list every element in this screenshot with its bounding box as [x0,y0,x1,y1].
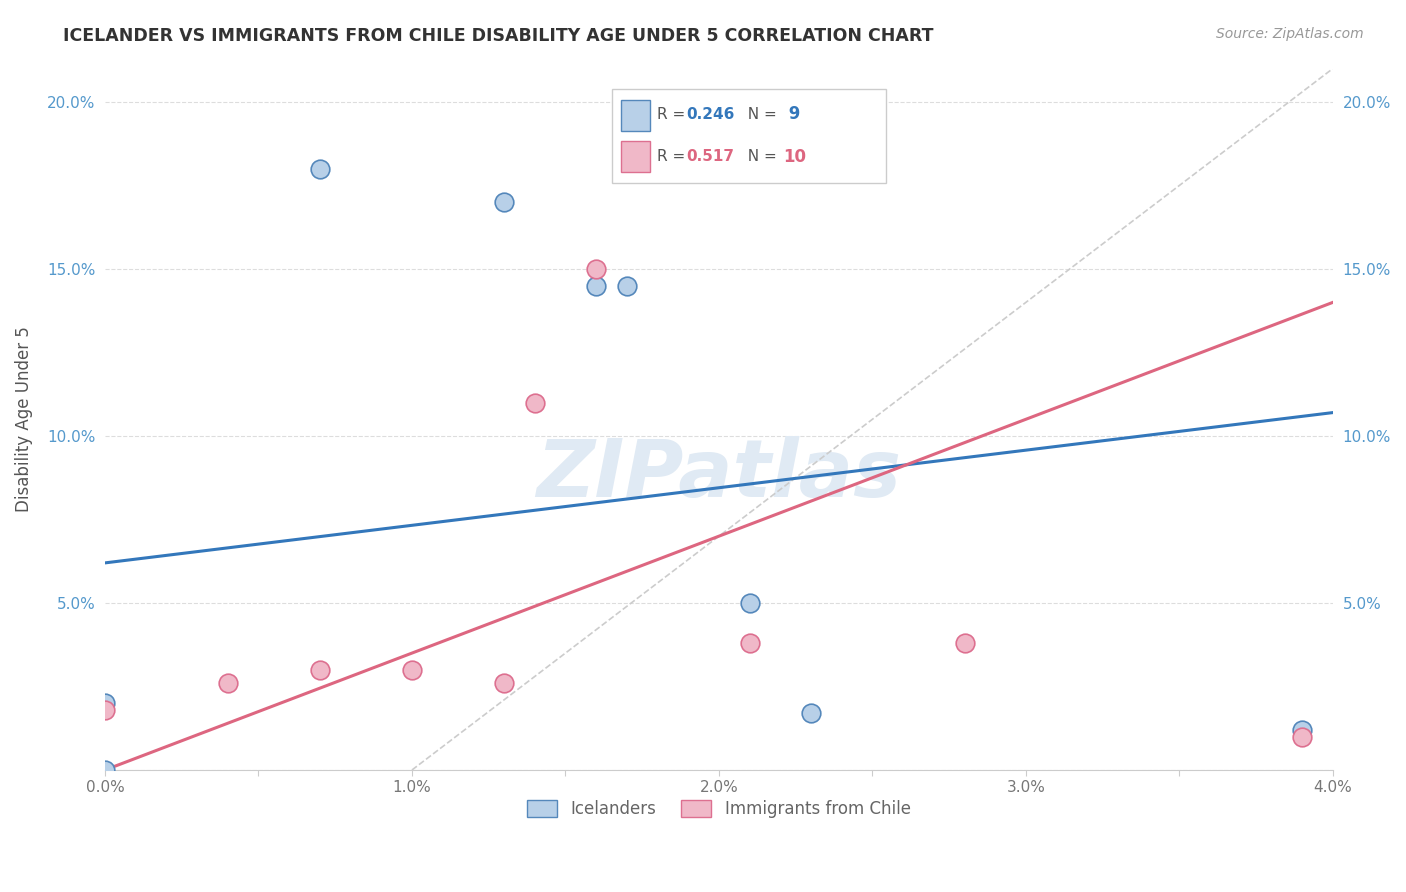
Point [1291,723,1313,737]
Point [585,262,607,277]
Text: 0.246: 0.246 [686,107,734,122]
Text: R =: R = [657,149,690,164]
Text: ZIPatlas: ZIPatlas [537,436,901,515]
Text: 9: 9 [783,105,800,123]
Text: 0.517: 0.517 [686,149,734,164]
Point [1291,730,1313,744]
Text: ICELANDER VS IMMIGRANTS FROM CHILE DISABILITY AGE UNDER 5 CORRELATION CHART: ICELANDER VS IMMIGRANTS FROM CHILE DISAB… [63,27,934,45]
Point [585,278,607,293]
Text: N =: N = [738,149,782,164]
Point [494,195,516,210]
Point [494,676,516,690]
Point [800,706,823,721]
Text: N =: N = [738,107,782,122]
Point [523,395,546,409]
Point [738,636,761,650]
Legend: Icelanders, Immigrants from Chile: Icelanders, Immigrants from Chile [520,793,917,825]
Text: 10: 10 [783,148,806,166]
Text: Source: ZipAtlas.com: Source: ZipAtlas.com [1216,27,1364,41]
Point [616,278,638,293]
Point [94,703,117,717]
Point [309,161,332,176]
Point [94,763,117,777]
Point [94,696,117,710]
Y-axis label: Disability Age Under 5: Disability Age Under 5 [15,326,32,512]
Point [953,636,976,650]
Point [401,663,423,677]
Text: R =: R = [657,107,690,122]
Point [217,676,239,690]
Point [309,663,332,677]
Point [738,596,761,610]
